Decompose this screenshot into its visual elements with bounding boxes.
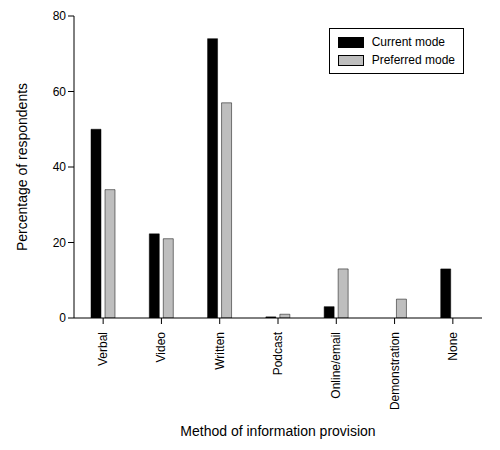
- svg-text:Podcast: Podcast: [271, 331, 285, 375]
- svg-text:Video: Video: [154, 332, 168, 363]
- svg-text:20: 20: [53, 236, 67, 250]
- svg-text:Method of information provisio: Method of information provision: [180, 423, 375, 439]
- html-text:Preferred mode: Preferred mode: [371, 53, 455, 67]
- svg-text:60: 60: [53, 85, 67, 99]
- svg-text:Percentage of respondents: Percentage of respondents: [14, 83, 30, 251]
- html-text:Current mode: Current mode: [371, 35, 445, 49]
- svg-text:40: 40: [53, 160, 67, 174]
- svg-text:None: None: [446, 332, 460, 361]
- svg-text:Verbal: Verbal: [96, 332, 110, 366]
- svg-text:80: 80: [53, 9, 67, 23]
- svg-text:0: 0: [59, 311, 66, 325]
- svg-text:Written: Written: [213, 332, 227, 370]
- svg-text:Online/email: Online/email: [329, 332, 343, 399]
- svg-text:Demonstration: Demonstration: [388, 332, 402, 410]
